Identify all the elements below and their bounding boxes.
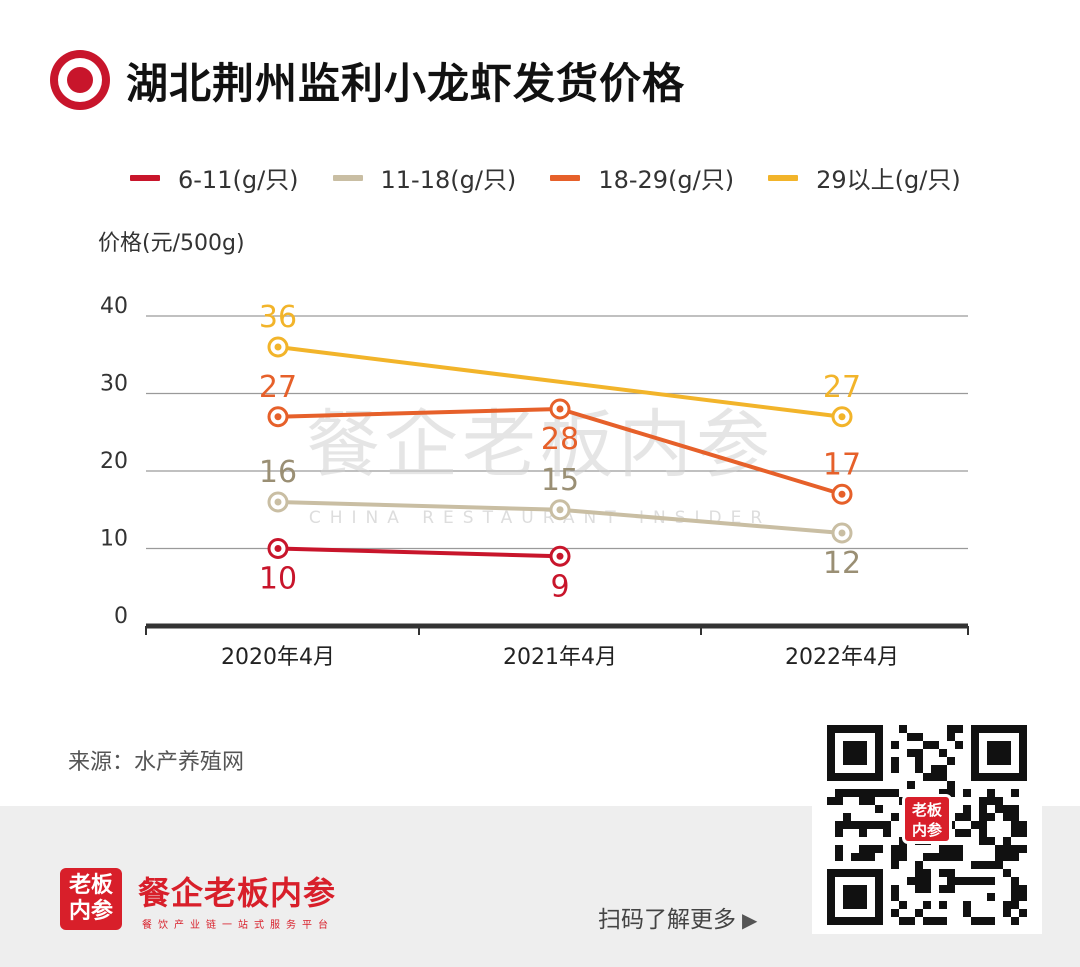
data-point-center [274, 343, 282, 351]
legend-swatch [332, 174, 363, 181]
y-tick-label: 30 [100, 372, 128, 397]
series-line [277, 546, 561, 559]
triangle-right-icon: ▶ [742, 908, 758, 932]
source-note: 来源：水产养殖网 [68, 750, 245, 775]
y-axis-label: 价格(元/500g) [98, 231, 245, 256]
x-tick-label: 2022年4月 [785, 645, 899, 670]
scan-more-label: 扫码了解更多 [598, 907, 736, 933]
qr-badge-logo: 老板内参 [902, 794, 952, 844]
data-label: 27 [259, 370, 297, 405]
chart-legend: 6-11(g/只) 11-18(g/只) 18-29(g/只) 29以上(g/只) [130, 160, 995, 195]
data-label: 15 [541, 463, 579, 498]
y-tick-label: 10 [100, 527, 128, 552]
data-point-center [838, 413, 846, 421]
data-point-center [838, 490, 846, 498]
data-point-center [556, 506, 564, 514]
data-label: 27 [823, 370, 861, 405]
data-label: 28 [541, 422, 579, 457]
data-point-center [838, 529, 846, 537]
scan-more-link[interactable]: 扫码了解更多 ▶ [598, 900, 757, 934]
legend-label: 18-29(g/只) [598, 166, 735, 194]
y-tick-label: 20 [100, 449, 128, 474]
y-tick-label: 40 [100, 294, 128, 319]
legend-label: 29以上(g/只) [816, 166, 961, 194]
page-title: 湖北荆州监利小龙虾发货价格 [126, 58, 686, 108]
legend-swatch [550, 174, 581, 181]
data-label: 10 [259, 562, 297, 597]
data-label: 16 [259, 455, 297, 490]
brand-tagline: 餐饮产业链一站式服务平台 [142, 920, 334, 931]
brand-logo-text: 老板内参 [68, 873, 113, 924]
legend-label: 11-18(g/只) [380, 166, 517, 194]
watermark-text: 餐企老板内参 [306, 402, 774, 488]
data-point-center [274, 413, 282, 421]
x-tick-label: 2020年4月 [221, 645, 335, 670]
x-tick-label: 2021年4月 [503, 645, 617, 670]
legend-item: 29以上(g/只) [768, 160, 961, 195]
qr-code[interactable]: 老板内参 [812, 710, 1042, 934]
series-line [277, 345, 843, 419]
data-point-center [556, 405, 564, 413]
legend-label: 6-11(g/只) [178, 166, 299, 194]
watermark-subtext: CHINA RESTAURANT INSIDER [309, 508, 771, 528]
y-tick-label: 0 [114, 604, 128, 629]
data-label: 12 [823, 546, 861, 581]
title-bar: 湖北荆州监利小龙虾发货价格 [50, 48, 685, 112]
legend-item: 11-18(g/只) [332, 160, 517, 195]
line-chart: 价格(元/500g) 0 10 20 30 40 餐企老板内参 CHINA RESTAURAN… [98, 231, 969, 670]
legend-swatch [130, 174, 160, 181]
brand-logo[interactable]: 老板内参 [60, 868, 122, 930]
brand-name: 餐企老板内参 [138, 874, 337, 912]
data-point-center [274, 498, 282, 506]
qr-code-pattern [827, 725, 1027, 925]
data-point-center [556, 552, 564, 560]
data-point-center [274, 545, 282, 552]
legend-item: 6-11(g/只) [130, 160, 299, 195]
target-icon [50, 50, 110, 110]
data-label: 36 [259, 300, 297, 335]
legend-swatch [768, 174, 799, 181]
data-label: 17 [823, 447, 861, 482]
data-label: 9 [550, 569, 569, 604]
legend-item: 18-29(g/只) [550, 160, 734, 195]
